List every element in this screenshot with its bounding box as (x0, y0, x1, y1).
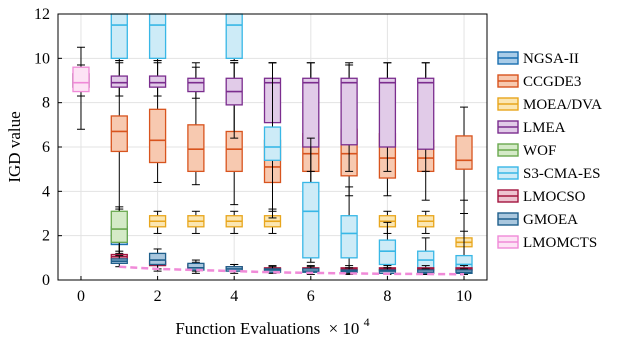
legend-entry-gmoea: GMOEA (497, 212, 578, 228)
box-body (378, 239, 397, 266)
box-lmomcts (72, 64, 90, 97)
legend-label: LMOCSO (523, 189, 586, 205)
box-gmoea (187, 259, 205, 274)
box-wof (110, 206, 128, 259)
x-tick-label: 8 (383, 288, 391, 305)
y-axis-label: IGD value (5, 111, 24, 182)
box-moea-dva (417, 210, 435, 234)
box-s3-cma-es (263, 62, 282, 219)
x-tick-label: 10 (456, 288, 472, 305)
x-axis-label-exponent: 4 (364, 315, 370, 329)
box-gmoea (302, 266, 320, 275)
box-body (187, 77, 205, 93)
box-ccgde3 (455, 106, 473, 214)
y-tick-label: 6 (42, 139, 50, 156)
line-lmomcts (119, 265, 465, 276)
x-tick-label: 6 (307, 288, 315, 305)
box-ccgde3 (187, 66, 205, 186)
legend-entry-ngsa-ii: NGSA-II (497, 51, 579, 67)
box-lmea (148, 62, 167, 97)
box-gmoea (263, 266, 282, 274)
legend-label: S3-CMA-ES (523, 166, 601, 182)
box-body (187, 124, 205, 173)
box-gmoea (110, 255, 128, 268)
box-s3-cma-es (302, 137, 320, 263)
box-body (263, 126, 282, 161)
x-axis-label-main: Function Evaluations (175, 319, 320, 338)
legend-label: LMOMCTS (523, 235, 597, 251)
box-lmea (187, 62, 205, 99)
legend-entry-lmomcts: LMOMCTS (497, 235, 597, 251)
box-body (110, 115, 128, 153)
x-axis-label: Function Evaluations × 10 4 (175, 315, 369, 338)
box-s3-cma-es (148, 13, 167, 62)
x-tick-label: 0 (77, 288, 85, 305)
legend-entry-s3-cma-es: S3-CMA-ES (497, 166, 601, 182)
legend-entry-moea-dva: MOEA/DVA (497, 97, 602, 113)
x-tick-label: 4 (230, 288, 238, 305)
box-body (148, 13, 167, 59)
box-body (187, 262, 205, 271)
box-lmea (378, 62, 397, 172)
legend-label: LMEA (523, 120, 566, 136)
box-body (302, 181, 320, 259)
box-moea-dva (148, 210, 167, 234)
box-lmea (340, 62, 358, 172)
box-s3-cma-es (340, 186, 358, 274)
legend-label: GMOEA (523, 212, 578, 228)
box-moea-dva (225, 210, 243, 234)
box-body (340, 215, 358, 259)
x-axis-ticks: 0 2 4 6 8 10 (77, 276, 472, 305)
x-axis-label-suffix: × 10 (329, 319, 360, 338)
legend-entry-lmocso: LMOCSO (497, 189, 586, 205)
legend-label: WOF (523, 143, 556, 159)
y-tick-label: 8 (42, 95, 50, 112)
x-tick-label: 2 (154, 288, 162, 305)
legend-label: NGSA-II (523, 51, 579, 67)
box-lmea (225, 62, 243, 139)
box-body (148, 108, 167, 164)
y-tick-label: 12 (34, 6, 50, 23)
box-body (148, 252, 167, 266)
box-body (417, 77, 435, 150)
legend-entry-lmea: LMEA (497, 120, 566, 136)
legend-label: MOEA/DVA (523, 97, 602, 113)
box-body (455, 135, 473, 170)
y-tick-label: 4 (42, 183, 50, 200)
legend-entry-ccgde3: CCGDE3 (497, 74, 581, 90)
box-lmea (417, 62, 435, 172)
box-body (72, 66, 90, 93)
y-tick-label: 0 (42, 272, 50, 289)
box-body (340, 77, 358, 146)
y-tick-label: 2 (42, 228, 50, 245)
box-s3-cma-es (225, 13, 243, 62)
box-gmoea (225, 263, 243, 274)
plot-area (72, 13, 473, 276)
box-body (378, 77, 397, 148)
box-lmea (110, 62, 128, 97)
legend: NGSA-II CCGDE3 MOEA/DVA LMEA WOF S3-CMA-ES LMO… (497, 51, 602, 251)
box-s3-cma-es (455, 199, 473, 274)
legend-label: CCGDE3 (523, 74, 581, 90)
box-body (302, 77, 320, 148)
box-body (148, 75, 167, 88)
box-body (110, 210, 128, 243)
legend-entry-wof: WOF (497, 143, 556, 159)
box-body (110, 75, 128, 88)
box-body (225, 13, 243, 59)
y-tick-label: 10 (34, 50, 50, 67)
box-s3-cma-es (110, 13, 128, 62)
box-moea-dva (187, 210, 205, 234)
box-gmoea (148, 248, 167, 272)
y-axis-ticks: 0 2 4 6 8 10 12 (34, 6, 62, 289)
box-body (110, 13, 128, 59)
